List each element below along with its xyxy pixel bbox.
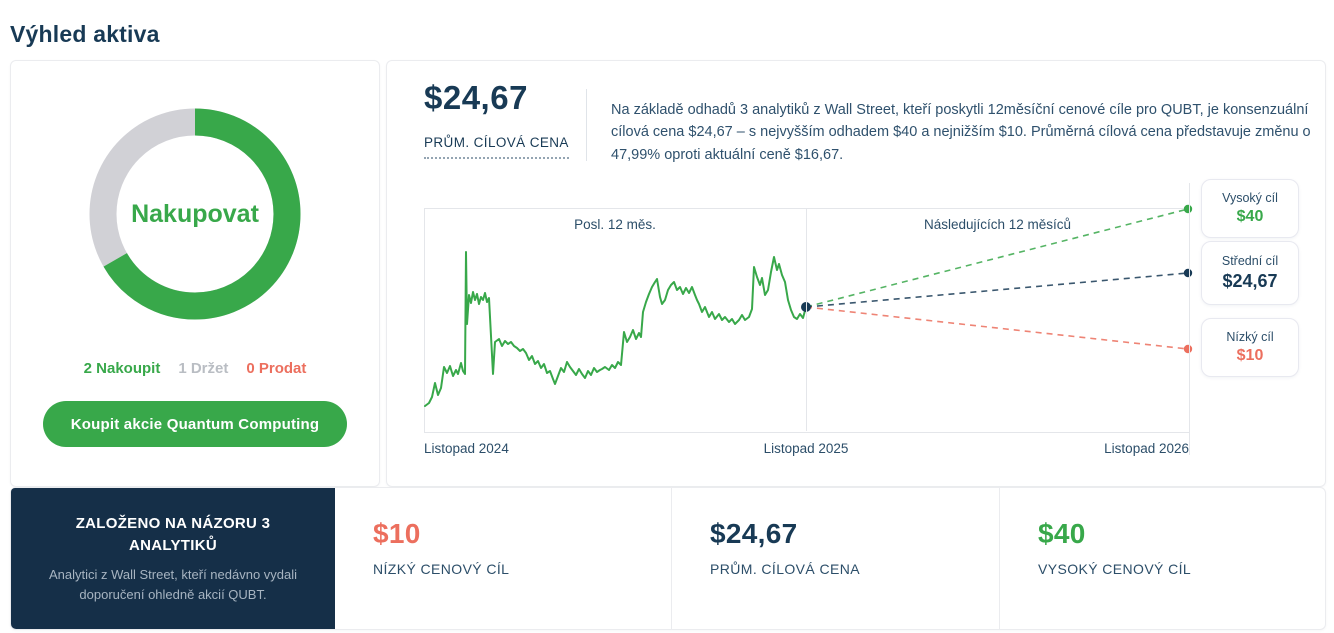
price-forecast-card: $24,67 PRŮM. CÍLOVÁ CENA Na základě odha… — [386, 60, 1326, 487]
period-label-past: Posl. 12 měs. — [574, 217, 656, 232]
gridline-forecast-end — [1189, 183, 1190, 455]
avg-target-price: $24,67 — [424, 79, 528, 116]
stat-label: NÍZKÝ CENOVÝ CÍL — [373, 561, 510, 577]
target-value: $24,67 — [1222, 271, 1278, 291]
target-value: $10 — [1236, 347, 1264, 364]
stat-low-target: $10 NÍZKÝ CENOVÝ CÍL — [335, 488, 671, 629]
stat-label: VYSOKÝ CENOVÝ CÍL — [1038, 561, 1192, 577]
x-axis-label-now: Listopad 2025 — [763, 441, 849, 456]
stat-value: $40 — [1038, 518, 1086, 549]
target-card-high: Vysoký cíl $40 — [1201, 179, 1299, 238]
legend-buy: 2 Nakoupit — [83, 360, 161, 377]
stat-value: $24,67 — [710, 518, 798, 549]
analyst-note-box: ZALOŽENO NA NÁZORU 3 ANALYTIKŮ Analytici… — [11, 488, 335, 629]
page-title: Výhled aktiva — [10, 21, 160, 48]
donut-arc-buy — [89, 108, 301, 320]
stat-mean-target: $24,67 PRŮM. CÍLOVÁ CENA — [671, 488, 999, 629]
rating-legend: 2 Nakoupit 1 Držet 0 Prodat — [11, 360, 379, 377]
x-axis-label-start: Listopad 2024 — [424, 441, 509, 456]
target-card-mean: Střední cíl $24,67 — [1201, 241, 1299, 305]
stat-value: $10 — [373, 518, 421, 549]
avg-target-price-label[interactable]: PRŮM. CÍLOVÁ CENA — [424, 135, 569, 159]
price-chart-area — [424, 204, 1193, 433]
price-history-svg — [424, 204, 1193, 407]
legend-sell: 0 Prodat — [246, 360, 307, 377]
legend-hold: 1 Držet — [178, 360, 229, 377]
stat-label: PRŮM. CÍLOVÁ CENA — [710, 561, 860, 577]
vertical-divider — [586, 89, 587, 161]
stat-high-target: $40 VYSOKÝ CENOVÝ CÍL — [999, 488, 1325, 629]
summary-footer: ZALOŽENO NA NÁZORU 3 ANALYTIKŮ Analytici… — [10, 487, 1326, 630]
x-axis-label-end: Listopad 2026 — [1104, 441, 1189, 456]
target-label: Vysoký cíl — [1222, 191, 1278, 205]
gridline-now — [806, 208, 807, 431]
consensus-description: Na základě odhadů 3 analytiků z Wall Str… — [611, 101, 1311, 164]
rating-donut: Nakupovat — [88, 107, 302, 321]
target-value: $40 — [1236, 208, 1264, 225]
rating-center-label: Nakupovat — [131, 199, 259, 228]
analyst-rating-card: Nakupovat 2 Nakoupit 1 Držet 0 Prodat Ko… — [10, 60, 380, 487]
analyst-note-subtext: Analytici z Wall Street, kteří nedávno v… — [48, 567, 298, 602]
target-label: Střední cíl — [1221, 254, 1279, 268]
buy-stock-button[interactable]: Koupit akcie Quantum Computing — [43, 401, 347, 447]
analyst-note-heading: ZALOŽENO NA NÁZORU 3 ANALYTIKŮ — [75, 514, 271, 554]
period-label-future: Následujících 12 měsíců — [923, 217, 1072, 232]
target-label: Nízký cíl — [1226, 330, 1274, 344]
target-card-low: Nízký cíl $10 — [1201, 318, 1299, 377]
rating-donut-svg — [89, 108, 301, 320]
